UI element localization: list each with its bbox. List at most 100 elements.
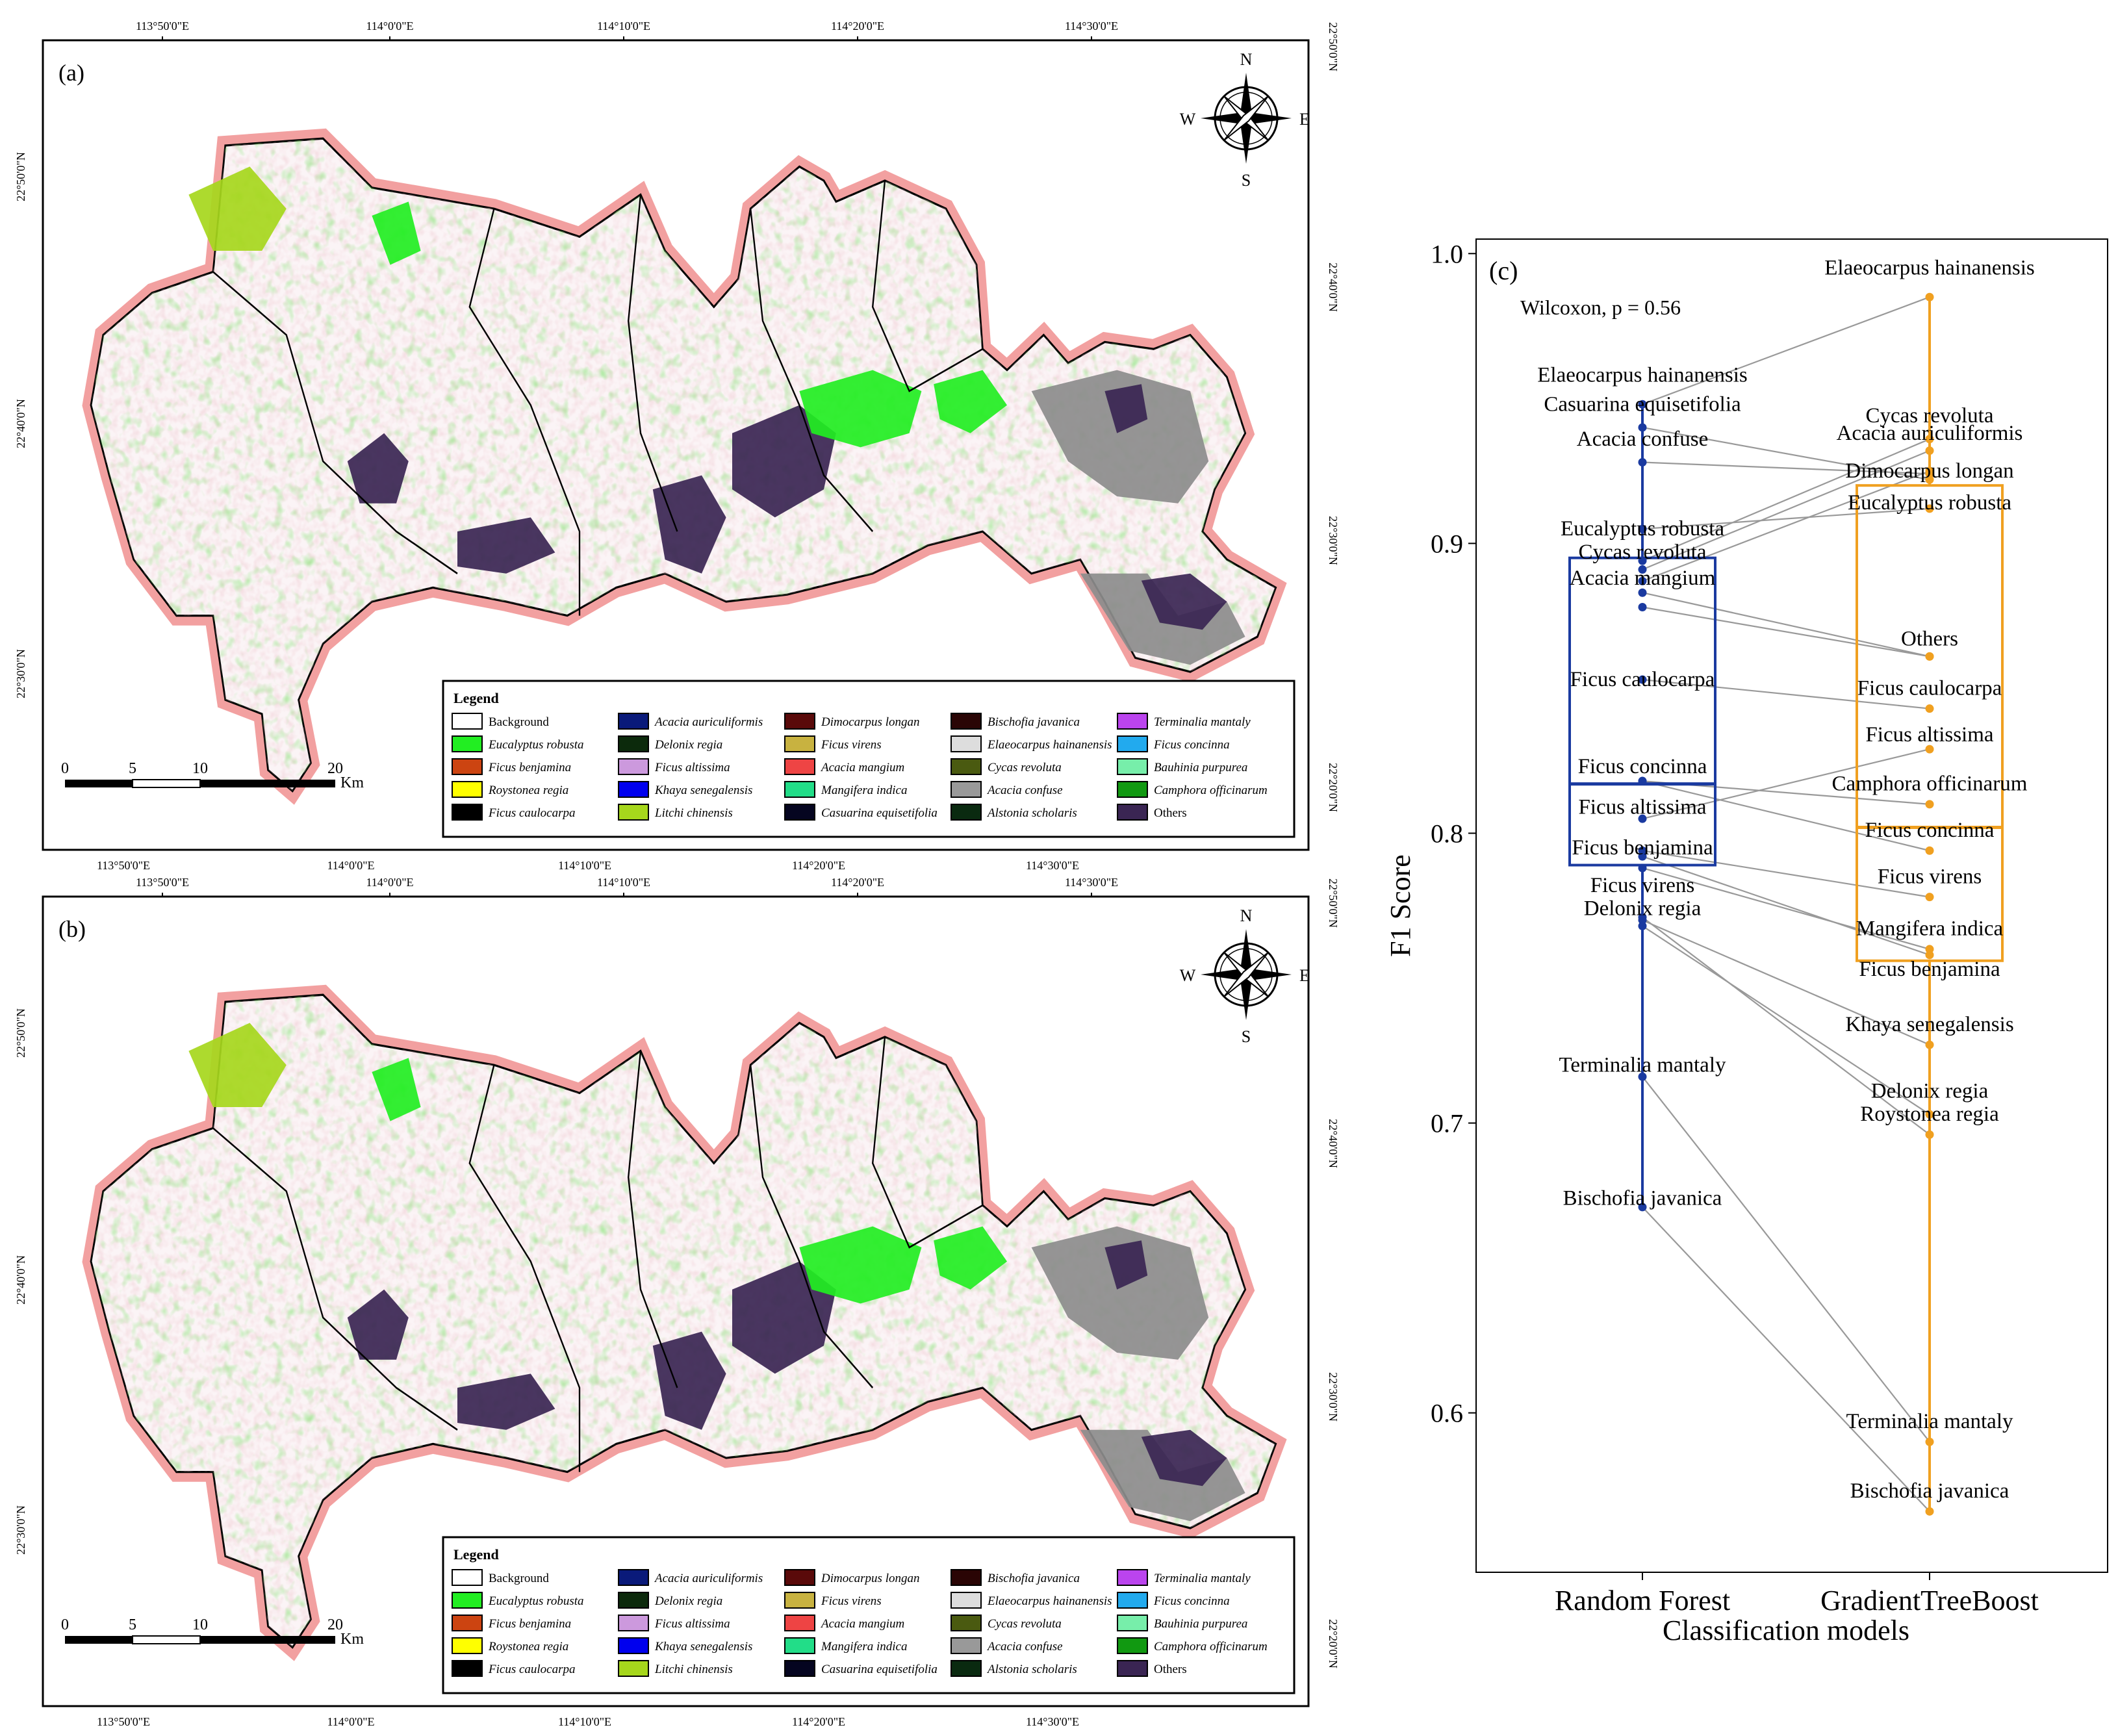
legend-swatch	[452, 1592, 483, 1609]
land-cover-patch	[1104, 384, 1148, 433]
legend-swatch	[618, 1637, 649, 1654]
land-cover-patch	[457, 1373, 555, 1430]
legend-label: Dimocarpus longan	[821, 715, 919, 729]
data-point	[1638, 776, 1647, 785]
legend-swatch	[1117, 804, 1148, 821]
longitude-tick-top: 114°20'0"E	[831, 876, 884, 889]
compass-n: N	[1240, 50, 1253, 69]
legend-swatch	[618, 804, 649, 821]
legend-swatch	[452, 1569, 483, 1586]
legend-label: Casuarina equisetifolia	[821, 1663, 938, 1676]
data-point	[1638, 556, 1647, 565]
latitude-tick-left: 22°30'0"N	[14, 649, 27, 698]
legend-swatch	[452, 758, 483, 775]
species-label: Ficus caulocarpa	[1570, 668, 1715, 691]
legend-label: Roystonea regia	[488, 1640, 568, 1653]
land-cover-patch	[347, 433, 409, 504]
legend-swatch	[1117, 735, 1148, 752]
data-point	[1638, 400, 1647, 409]
data-point	[1925, 475, 1934, 484]
compass-rose-icon: N S E W	[1180, 50, 1310, 190]
latitude-tick-left: 22°40'0"N	[14, 399, 27, 448]
x-tick-label: Random Forest	[1555, 1585, 1730, 1616]
longitude-tick-bottom: 114°0'0"E	[327, 859, 374, 872]
wilcoxon-annotation: Wilcoxon, p = 0.56	[1520, 296, 1681, 319]
map-panel-b: 113°50'0"E 114°0'0"E 114°10'0"E 114°20'0"E 1…	[14, 876, 1340, 1728]
species-label: Elaeocarpus hainanensis	[1537, 364, 1747, 387]
legend-label: Elaeocarpus hainanensis	[987, 738, 1112, 752]
latitude-tick-left: 22°40'0"N	[14, 1255, 27, 1305]
species-label: Ficus virens	[1878, 865, 1982, 888]
box-iqr	[1856, 484, 2004, 962]
legend-label: Background	[489, 715, 549, 729]
longitude-tick-bottom: 114°20'0"E	[792, 859, 845, 872]
scale-segment	[200, 780, 335, 787]
paired-line	[1642, 450, 1930, 570]
species-label: Terminalia mantaly	[1559, 1053, 1726, 1077]
legend-label: Bauhinia purpurea	[1154, 1617, 1247, 1631]
data-point	[1638, 915, 1647, 925]
legend-title: Legend	[453, 690, 499, 706]
map-legend: Legend Background Eucalyptus robusta Ficus …	[442, 680, 1295, 838]
panel-label: (b)	[58, 916, 86, 942]
species-label: Acacia auriculiformis	[1837, 422, 2023, 445]
district-boundary	[212, 271, 458, 574]
paired-line	[1642, 1206, 1930, 1513]
longitude-tick-bottom: 114°30'0"E	[1026, 859, 1079, 872]
legend-label: Eucalyptus robusta	[488, 1594, 584, 1608]
legend-label: Acacia mangium	[820, 761, 904, 774]
longitude-tick-top: 114°30'0"E	[1065, 19, 1118, 32]
data-point	[1925, 466, 1934, 476]
legend-swatch	[784, 735, 815, 752]
land-cover-patch	[799, 1226, 922, 1304]
data-point	[1925, 1437, 1934, 1446]
legend-label: Bischofia javanica	[988, 1572, 1080, 1585]
legend-label: Mangifera indica	[821, 784, 907, 797]
legend-title: Legend	[453, 1546, 499, 1563]
legend-label: Bischofia javanica	[988, 715, 1080, 729]
data-point	[1925, 652, 1934, 661]
species-label: Ficus concinna	[1865, 819, 1995, 842]
scale-segment	[132, 1635, 201, 1644]
data-point	[1638, 588, 1647, 597]
data-point	[1925, 800, 1934, 809]
scale-tick-label: 10	[192, 760, 208, 777]
y-tick-label: 0.8	[1431, 819, 1463, 848]
species-label: Eucalyptus robusta	[1561, 517, 1724, 541]
species-label: Casuarina equisetifolia	[1544, 392, 1741, 416]
species-label: Ficus altissima	[1578, 795, 1706, 819]
legend-label: Cycas revoluta	[988, 761, 1062, 774]
paired-line	[1642, 780, 1930, 852]
legend-label: Ficus altissima	[654, 761, 730, 774]
species-label: Bischofia javanica	[1850, 1479, 2010, 1503]
legend-swatch	[784, 1637, 815, 1654]
legend-swatch	[951, 713, 982, 730]
longitude-tick-bottom: 114°30'0"E	[1026, 1715, 1079, 1728]
legend-swatch	[951, 1615, 982, 1631]
data-point	[1638, 576, 1647, 585]
district-boundary	[871, 180, 983, 392]
longitude-tick-top: 114°0'0"E	[366, 876, 413, 889]
data-point	[1925, 1110, 1934, 1119]
data-point	[1925, 951, 1934, 960]
data-point	[1638, 524, 1647, 533]
land-cover-patch	[1031, 370, 1209, 504]
legend-swatch	[452, 735, 483, 752]
data-point	[1925, 945, 1934, 954]
paired-line	[1642, 867, 1930, 950]
compass-e: E	[1299, 966, 1310, 985]
paired-line	[1642, 748, 1930, 820]
legend-label: Terminalia mantaly	[1154, 1572, 1251, 1585]
panel-label: (c)	[1489, 256, 1518, 285]
latitude-tick-right: 22°40'0"N	[1327, 262, 1340, 312]
legend-swatch	[618, 735, 649, 752]
legend-label: Acacia auriculiformis	[654, 715, 763, 729]
longitude-tick-top: 114°10'0"E	[597, 876, 650, 889]
legend-label: Alstonia scholaris	[986, 1663, 1077, 1676]
paired-line	[1642, 678, 1930, 709]
legend-swatch	[951, 735, 982, 752]
legend-swatch	[618, 758, 649, 775]
legend-swatch	[618, 1592, 649, 1609]
legend-swatch	[1117, 1569, 1148, 1586]
